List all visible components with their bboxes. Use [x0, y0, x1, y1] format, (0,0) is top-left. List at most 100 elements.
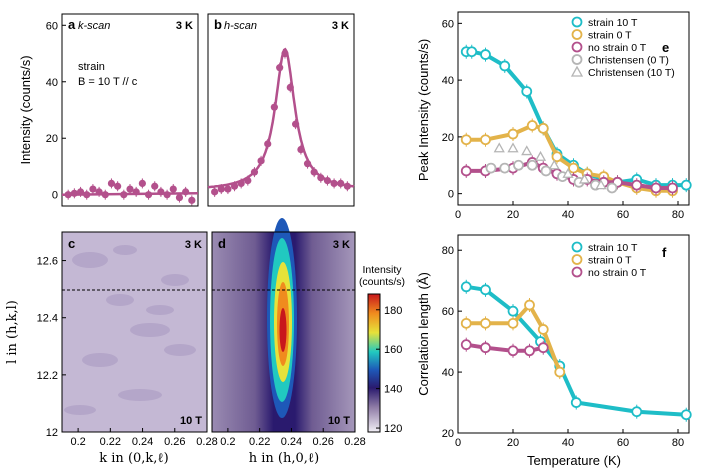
panel-f-point	[460, 339, 472, 351]
panel-b-point	[211, 188, 219, 196]
panel-c: c 3 K 10 T 0.2 0.22 0.24 0.26 0.28 12 12.2 12.4…	[5, 231, 218, 466]
panel-a-point	[114, 182, 122, 190]
panel-b-point	[330, 179, 338, 188]
panel-f-point	[554, 366, 566, 378]
panel-d-field: 10 T	[328, 415, 350, 427]
panel-d-xtick-label: 0.26	[313, 436, 334, 448]
panel-c-ytick-label: 12.2	[37, 370, 58, 382]
panel-c-ytick-label: 12	[46, 427, 58, 439]
panel-f-point	[480, 284, 491, 296]
panel-c-texture-spot	[72, 252, 108, 268]
panel-e-point-triangle	[578, 173, 591, 184]
panel-c-xtick-label: 0.26	[164, 436, 185, 448]
panel-e-point	[513, 159, 524, 171]
panel-a-ylabel: Intensity (counts/s)	[18, 55, 33, 164]
panel-a-point	[70, 189, 78, 197]
panel-b-point	[297, 145, 305, 154]
panel-d-xtick-label: 0.28	[344, 436, 365, 448]
panel-f-ylabel: Correlation length (Å)	[416, 272, 431, 396]
panel-f-legend-label: strain 0 T	[588, 255, 632, 267]
panel-e-data	[460, 44, 692, 198]
panel-e-xtick-label: 80	[672, 209, 684, 221]
panel-c-temp: 3 K	[185, 239, 202, 251]
panel-a-point	[188, 196, 196, 204]
panel-a-point	[64, 191, 72, 199]
panel-f-point	[537, 342, 549, 354]
panel-d-label: d	[218, 236, 226, 251]
panel-e-point-triangle	[595, 179, 607, 190]
colorbar-tick-label: 120	[384, 423, 402, 435]
panel-e-point	[540, 165, 552, 177]
panel-f-ytick-label: 20	[442, 428, 454, 440]
panel-e-legend-marker	[571, 16, 583, 28]
panel-e-legend-label: Christensen (0 T)	[588, 55, 669, 67]
panel-a-ytick-label: 0	[52, 190, 58, 202]
panel-b-point	[230, 182, 239, 190]
panel-b-temp: 3 K	[332, 20, 349, 32]
panel-b-point	[264, 140, 272, 148]
panel-d: d 3 K 10 T 0.2 0.22 0.24 0.26 0.28 h in (h,0…	[211, 218, 366, 466]
panel-f-legend-label: no strain 0 T	[588, 267, 647, 279]
panel-d-axes: 0.2 0.22 0.24 0.26 0.28	[220, 428, 366, 448]
panel-f-ytick-label: 80	[442, 245, 454, 257]
panel-c-texture-spot	[118, 389, 162, 401]
panel-b-point	[244, 176, 252, 185]
panel-a-point	[182, 188, 190, 196]
panel-f-legend-label: strain 10 T	[588, 242, 638, 254]
panel-e-point	[485, 162, 497, 174]
panel-a-point	[107, 179, 116, 188]
panel-b-frame	[207, 13, 355, 207]
panel-a-point	[138, 179, 146, 188]
panel-b-point	[337, 179, 345, 188]
panel-b-point	[237, 179, 245, 188]
panel-e-point	[480, 134, 491, 146]
panel-a-point	[83, 191, 91, 199]
panel-d-frame	[211, 231, 356, 433]
panel-e-point	[480, 49, 491, 60]
colorbar-tick-label: 180	[384, 305, 402, 317]
panel-f-ytick-label: 40	[442, 367, 454, 379]
panel-b-point	[317, 174, 325, 182]
panel-f-ytick-label: 60	[442, 306, 454, 318]
panel-c-texture-spot	[161, 274, 189, 286]
panel-f-point	[524, 345, 535, 357]
panel-b-point	[292, 120, 300, 128]
panel-f-fit-strain10	[464, 284, 689, 417]
panel-c-ylabel: l in (h,k,l)	[5, 300, 20, 364]
panel-e-legend-label: strain 0 T	[588, 30, 632, 42]
panel-a: a k-scan 3 K strain B = 10 T // c 0 20 40 6…	[18, 13, 199, 207]
panel-b-point	[217, 185, 225, 193]
colorbar-tick-label: 160	[384, 344, 402, 356]
panel-c-xtick-label: 0.24	[132, 436, 153, 448]
panel-b-point	[250, 168, 259, 176]
panel-d-xlabel: h in (h,0,ℓ)	[249, 451, 319, 466]
panel-c-xtick-label: 0.2	[70, 436, 85, 448]
panel-a-subtitle: k-scan	[78, 20, 110, 32]
panel-e-point-triangle	[562, 167, 574, 178]
panel-b-point	[286, 83, 294, 92]
panel-e-point	[667, 182, 678, 194]
panel-a-temp: 3 K	[176, 20, 193, 32]
panel-e-point-triangle	[493, 142, 505, 153]
panel-e-point	[466, 46, 478, 58]
panel-e-legend-marker	[571, 41, 583, 53]
panel-e-xtick-label: 0	[455, 209, 461, 221]
panel-f-point	[524, 299, 535, 311]
panel-a-annotation-2: B = 10 T // c	[78, 76, 138, 88]
panel-c-ytick-label: 12.6	[37, 256, 58, 268]
panel-e-point	[499, 162, 511, 174]
panel-f-frame	[457, 234, 690, 434]
panel-f-point	[480, 342, 491, 354]
colorbar-tick-label: 140	[384, 384, 402, 396]
panel-e-legend-label: strain 10 T	[588, 17, 638, 29]
panel-f-point	[537, 324, 549, 335]
panel-c-xlabel: k in (0,k,ℓ)	[99, 451, 168, 466]
panel-a-ytick-label: 20	[46, 133, 58, 145]
panel-b-point	[276, 64, 284, 72]
panel-e-point-triangle	[507, 142, 519, 153]
panel-f-legend-marker	[571, 254, 583, 265]
panel-e-point	[551, 151, 563, 163]
panel-e-label: e	[662, 40, 669, 55]
panel-a-point	[144, 191, 153, 199]
panel-a-label: a	[68, 17, 76, 32]
